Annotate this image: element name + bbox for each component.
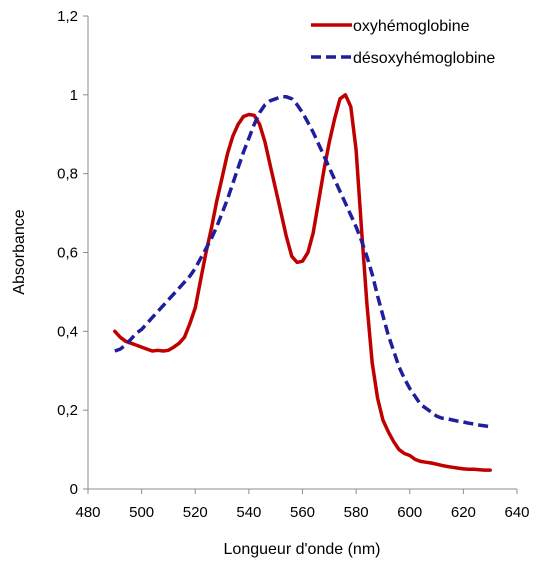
- legend-label-2: désoxyhémoglobine: [353, 50, 495, 67]
- x-tick-label: 640: [504, 504, 529, 521]
- x-tick-label: 620: [451, 504, 476, 521]
- y-tick-label: 1: [70, 87, 78, 104]
- y-tick-label: 0,8: [57, 166, 78, 183]
- series-layer: [113, 93, 492, 472]
- x-tick-label: 500: [129, 504, 154, 521]
- x-tick-label: 600: [397, 504, 422, 521]
- y-ticks: 0 0,2 0,4 0,6 0,8 1 1,2: [57, 8, 88, 498]
- y-tick-label: 1,2: [57, 8, 78, 25]
- x-axis-title: Longueur d'onde (nm): [224, 541, 381, 558]
- y-axis-title: Absorbance: [11, 209, 28, 294]
- y-tick-label: 0,6: [57, 245, 78, 262]
- legend: oxyhémoglobine désoxyhémoglobine: [311, 18, 495, 67]
- series-line-2: [114, 95, 491, 429]
- legend-label-1: oxyhémoglobine: [353, 18, 470, 35]
- x-tick-label: 520: [183, 504, 208, 521]
- x-tick-label: 480: [75, 504, 100, 521]
- y-tick-label: 0: [70, 481, 78, 498]
- x-tick-label: 540: [236, 504, 261, 521]
- y-tick-label: 0,2: [57, 402, 78, 419]
- x-ticks: 480 500 520 540 560 580 600 620 640: [75, 489, 530, 521]
- y-tick-label: 0,4: [57, 323, 78, 340]
- x-tick-label: 560: [290, 504, 315, 521]
- chart-axes: [87, 16, 517, 490]
- series-line-1: [113, 93, 492, 472]
- x-tick-label: 580: [344, 504, 369, 521]
